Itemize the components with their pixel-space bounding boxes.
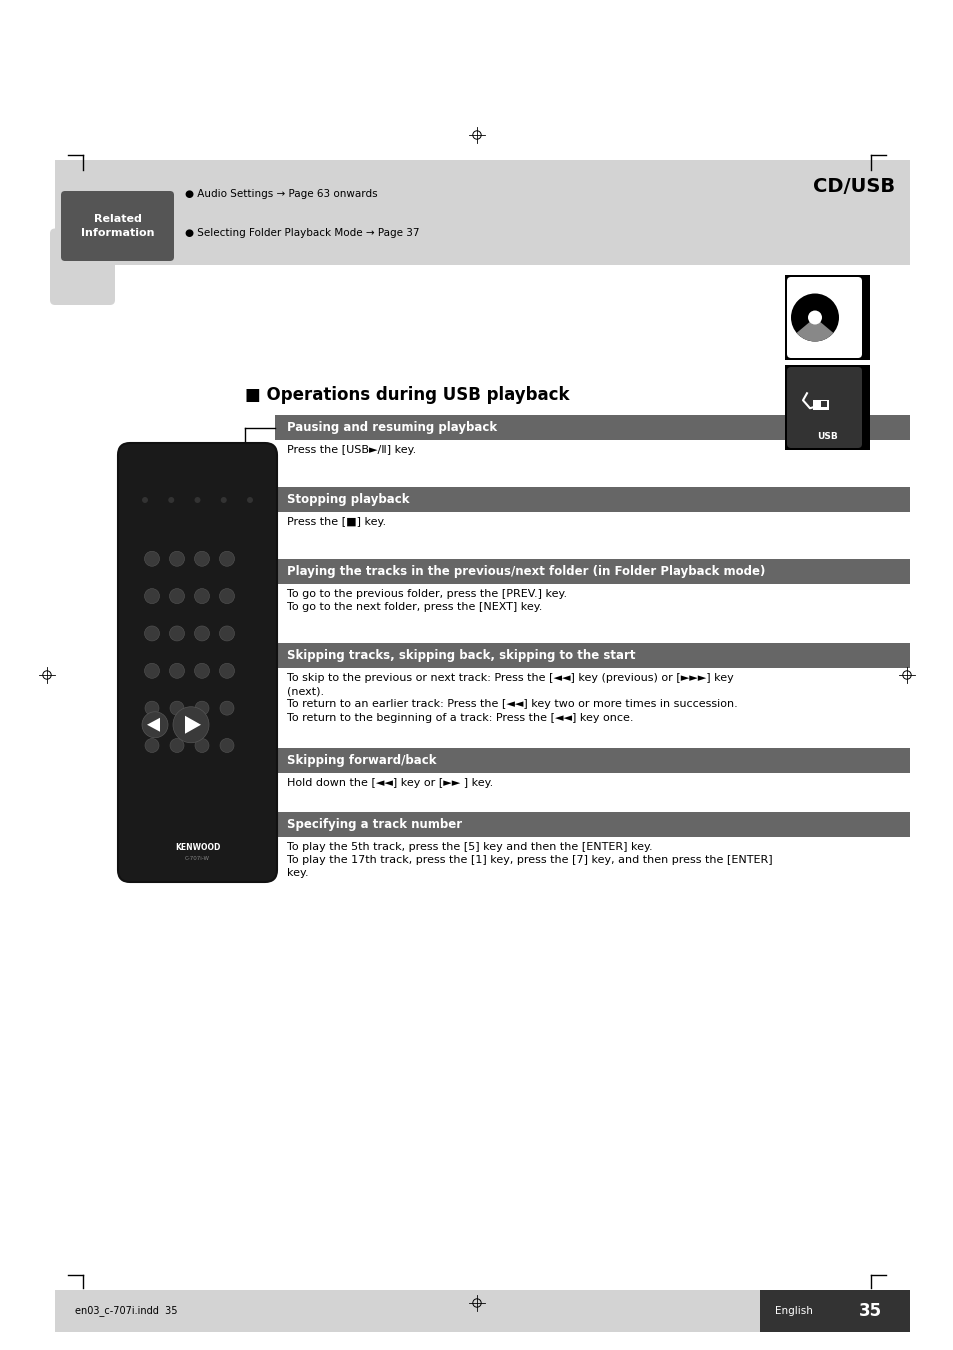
Circle shape <box>194 589 210 603</box>
Circle shape <box>194 626 210 641</box>
Circle shape <box>144 626 159 641</box>
Bar <box>821 401 826 408</box>
Circle shape <box>142 711 168 737</box>
Text: Skipping forward/back: Skipping forward/back <box>287 755 436 767</box>
Text: To go to the previous folder, press the [PREV.] key.
To go to the next folder, p: To go to the previous folder, press the … <box>287 589 566 612</box>
Bar <box>274 643 909 668</box>
Circle shape <box>194 701 209 716</box>
Circle shape <box>170 551 184 566</box>
Text: To play the 5th track, press the [5] key and then the [ENTER] key.
To play the 1: To play the 5th track, press the [5] key… <box>287 842 772 879</box>
Circle shape <box>194 738 209 752</box>
Text: KENWOOD: KENWOOD <box>174 844 220 852</box>
Text: To skip to the previous or next track: Press the [◄◄] key (previous) or [►►►] ke: To skip to the previous or next track: P… <box>287 674 737 722</box>
Text: Press the [USB►/Ⅱ] key.: Press the [USB►/Ⅱ] key. <box>287 446 416 455</box>
Text: C-707i-W: C-707i-W <box>185 856 210 860</box>
Circle shape <box>170 701 184 716</box>
Circle shape <box>145 701 159 716</box>
Circle shape <box>247 497 253 504</box>
Text: Stopping playback: Stopping playback <box>287 493 409 506</box>
Text: ■ Operations during USB playback: ■ Operations during USB playback <box>245 386 569 404</box>
FancyBboxPatch shape <box>786 367 862 448</box>
Bar <box>55 1291 909 1332</box>
FancyBboxPatch shape <box>786 277 862 358</box>
Text: USB: USB <box>817 432 837 441</box>
FancyBboxPatch shape <box>118 443 276 882</box>
Circle shape <box>145 738 159 752</box>
FancyBboxPatch shape <box>50 228 115 305</box>
Circle shape <box>219 551 234 566</box>
Bar <box>274 811 909 837</box>
Text: English: English <box>774 1305 812 1316</box>
Circle shape <box>194 497 200 504</box>
Circle shape <box>170 626 184 641</box>
Circle shape <box>219 663 234 678</box>
Circle shape <box>194 663 210 678</box>
Circle shape <box>220 497 227 504</box>
Bar <box>784 275 869 360</box>
Bar <box>812 400 828 410</box>
Text: Related
Information: Related Information <box>81 215 154 238</box>
Circle shape <box>194 551 210 566</box>
Bar <box>274 487 909 512</box>
Text: en03_c-707i.indd  35: en03_c-707i.indd 35 <box>75 1305 177 1316</box>
Text: 12/19/2007  5:19:58 PM: 12/19/2007 5:19:58 PM <box>787 1305 904 1316</box>
Bar <box>760 1291 909 1332</box>
Wedge shape <box>796 317 833 342</box>
Circle shape <box>220 701 233 716</box>
Polygon shape <box>147 718 160 732</box>
Text: ● Selecting Folder Playback Mode → Page 37: ● Selecting Folder Playback Mode → Page … <box>185 228 419 239</box>
Circle shape <box>170 738 184 752</box>
Text: Playing the tracks in the previous/next folder (in Folder Playback mode): Playing the tracks in the previous/next … <box>287 566 764 578</box>
Circle shape <box>170 663 184 678</box>
Polygon shape <box>185 716 201 734</box>
Circle shape <box>807 310 821 324</box>
Circle shape <box>144 589 159 603</box>
FancyBboxPatch shape <box>61 190 173 261</box>
Text: CD/USB: CD/USB <box>812 177 894 196</box>
Circle shape <box>142 497 148 504</box>
Text: Hold down the [◄◄] key or [►► ] key.: Hold down the [◄◄] key or [►► ] key. <box>287 778 493 788</box>
Bar <box>274 559 909 585</box>
Text: Pausing and resuming playback: Pausing and resuming playback <box>287 421 497 433</box>
Circle shape <box>790 293 838 342</box>
Bar <box>274 414 909 440</box>
Bar <box>784 364 869 450</box>
Circle shape <box>219 626 234 641</box>
Circle shape <box>220 738 233 752</box>
Circle shape <box>172 707 209 742</box>
Text: Skipping tracks, skipping back, skipping to the start: Skipping tracks, skipping back, skipping… <box>287 649 635 662</box>
Bar <box>274 748 909 774</box>
Circle shape <box>144 551 159 566</box>
Circle shape <box>144 663 159 678</box>
Circle shape <box>170 589 184 603</box>
Circle shape <box>219 589 234 603</box>
Text: Press the [■] key.: Press the [■] key. <box>287 517 386 526</box>
Bar <box>55 161 909 265</box>
Text: Specifying a track number: Specifying a track number <box>287 818 461 832</box>
Text: 35: 35 <box>858 1301 881 1320</box>
Circle shape <box>168 497 174 504</box>
Text: ● Audio Settings → Page 63 onwards: ● Audio Settings → Page 63 onwards <box>185 189 377 198</box>
